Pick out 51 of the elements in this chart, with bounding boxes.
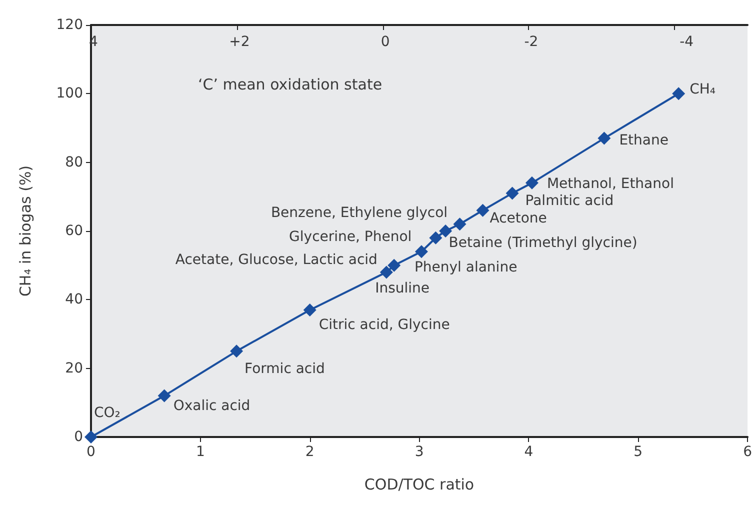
point [598,132,611,145]
y-tick-label: 60 [65,223,83,239]
point [158,389,171,402]
annotation: Oxalic acid [173,398,250,414]
annotation: Ethane [619,132,668,148]
annotation: Benzene, Ethylene glycol [270,205,448,221]
x2-tick-label: -4 [680,34,694,50]
x-tick-label: 0 [86,444,96,460]
point [388,258,401,272]
point [230,344,244,358]
annotation: Insuline [375,280,430,296]
x2-axis-title: ‘C’ mean oxidation state [198,76,382,94]
point [414,245,428,258]
point [453,218,466,231]
annotation: Citric acid, Glycine [318,316,450,333]
y-axis-title: CH₄ in biogas (%) [16,165,34,297]
y-tick-label: 40 [65,292,83,308]
y-tick-label: 100 [56,86,83,102]
annotation: Acetate, Glucose, Lactic acid [175,252,378,268]
point [439,224,452,238]
point [303,303,316,316]
y-tick-label: 0 [74,429,83,445]
x-tick-label: 3 [414,444,424,460]
point [525,176,538,190]
annotation: Betaine (Trimethyl glycine) [448,235,638,252]
x-tick-label: 4 [524,444,534,460]
point [476,204,490,217]
point [429,231,442,244]
y-tick-label: 20 [65,360,83,376]
x2-tick-label: 0 [380,34,390,50]
annotation: Glycerine, Phenol [289,228,412,245]
annotation: Phenyl alanine [414,260,518,276]
annotation: CH₄ [690,82,716,98]
x-tick-label: 6 [743,444,752,460]
point [380,266,393,279]
x2-tick-label: -2 [524,34,538,50]
annotation: Methanol, Ethanol [546,176,674,192]
annotation: CO₂ [94,405,120,421]
y-tick-label: 80 [65,154,83,170]
y-tick-label: 120 [56,17,83,33]
point [506,186,519,200]
annotation: Acetone [490,210,547,226]
point [84,430,98,444]
x-tick-label: 1 [196,444,205,460]
x-tick-label: 5 [634,444,643,460]
x-axis-title: COD/TOC ratio [364,476,474,494]
annotation: Palmitic acid [525,193,614,210]
x-tick-label: 2 [305,444,314,460]
x2-tick-label: +2 [229,34,250,50]
point [672,87,686,100]
annotation: Formic acid [244,361,325,378]
